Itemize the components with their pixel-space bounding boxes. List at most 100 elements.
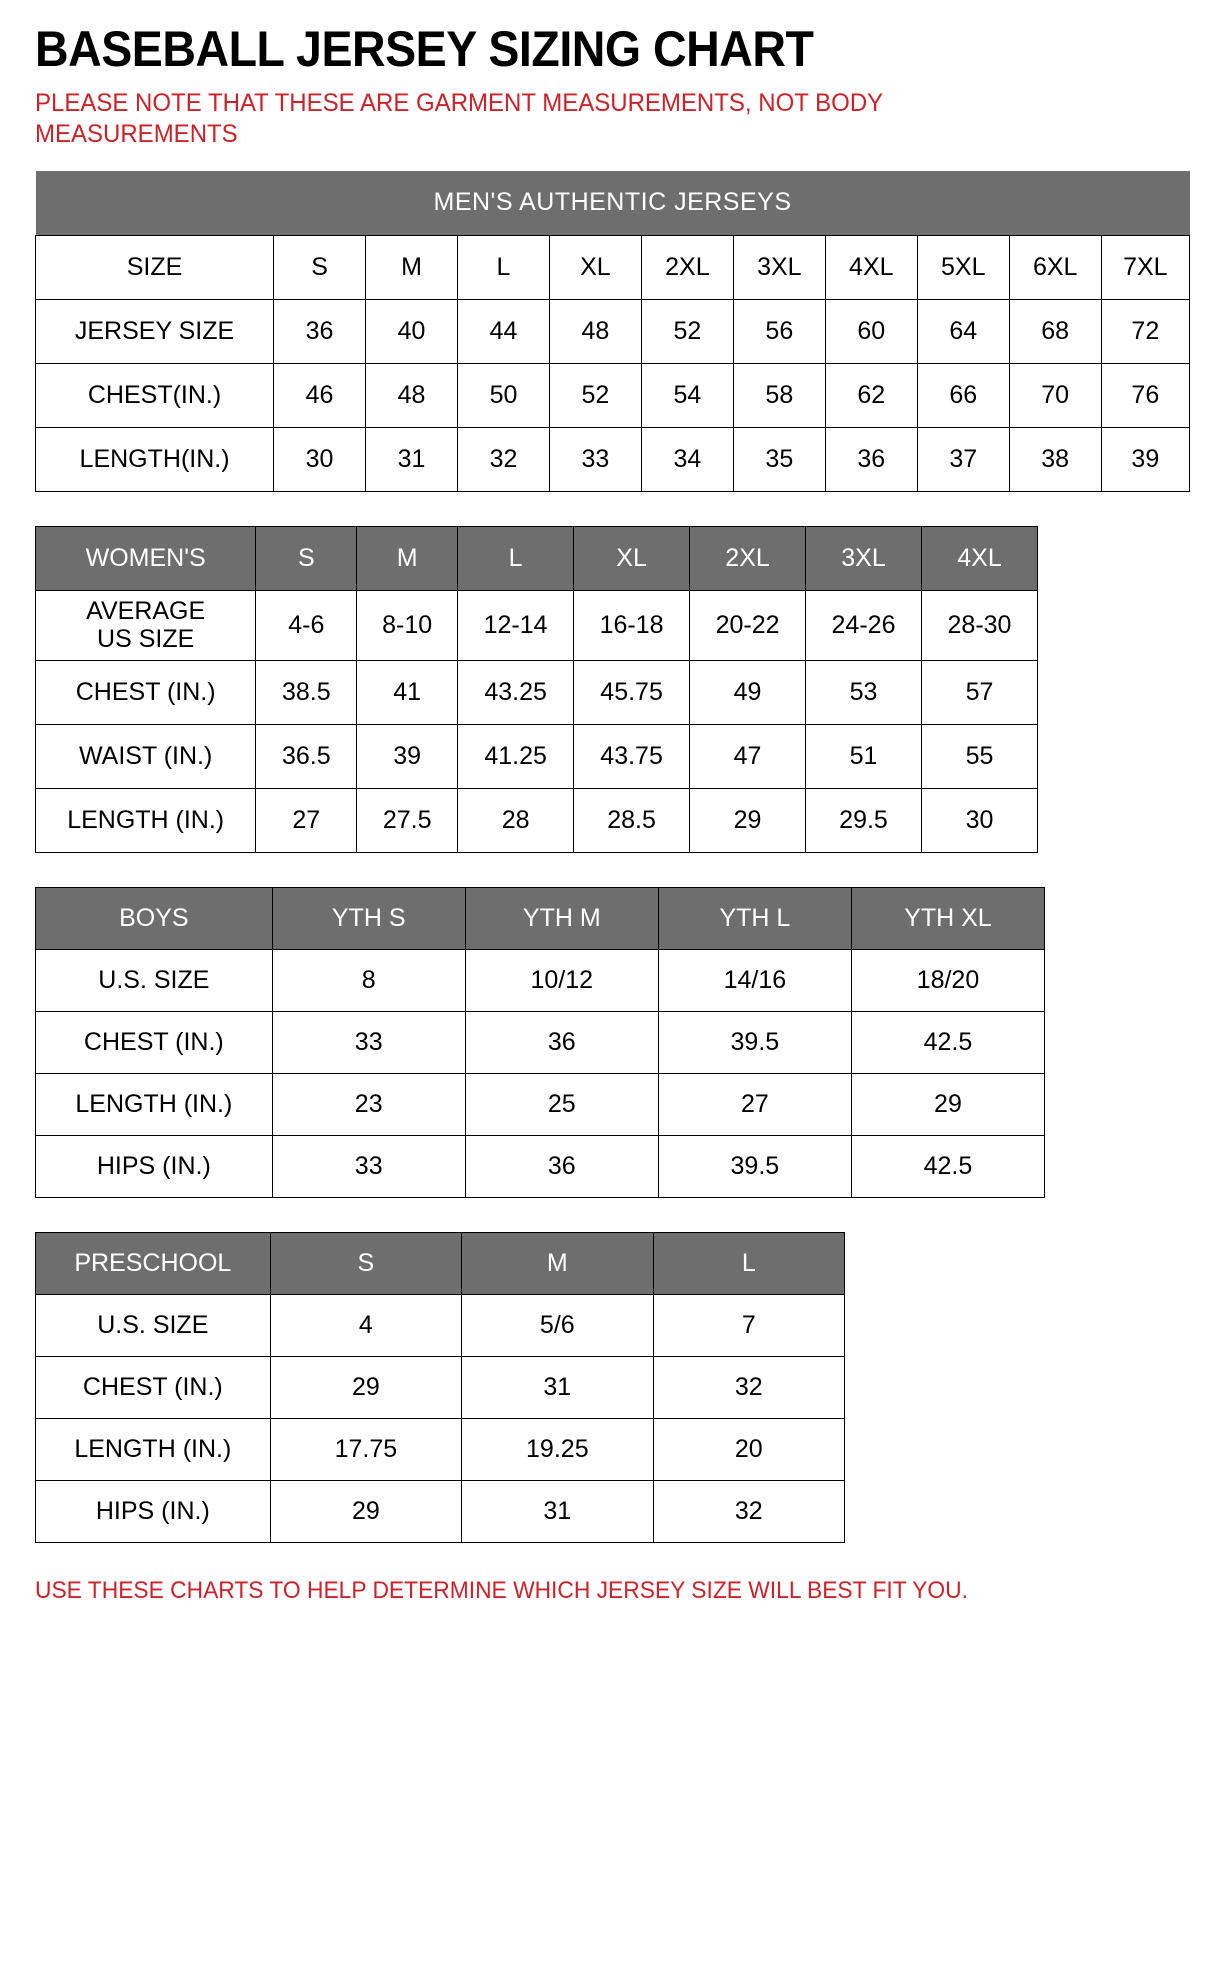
mens-size-xl: XL xyxy=(548,234,642,300)
cell: 32 xyxy=(652,1355,846,1419)
womens-size-s: S xyxy=(255,525,358,591)
cell: 36 xyxy=(824,426,918,492)
cell: 12-14 xyxy=(457,589,575,661)
cell: 39 xyxy=(356,723,459,789)
preschool-section-label: PRESCHOOL xyxy=(35,1231,271,1295)
sizing-chart-page: BASEBALL JERSEY SIZING CHART PLEASE NOTE… xyxy=(34,21,1191,1604)
cell: 14/16 xyxy=(657,948,852,1012)
womens-size-xl: XL xyxy=(573,525,691,591)
cell: 48 xyxy=(548,298,642,364)
boys-sizing-table: BOYS YTH S YTH M YTH L YTH XL U.S. SIZE … xyxy=(35,886,1046,1198)
cell: 36.5 xyxy=(255,723,358,789)
mens-band-title: MEN'S AUTHENTIC JERSEYS xyxy=(35,171,1190,235)
preschool-size-s: S xyxy=(269,1231,463,1295)
cell: 34 xyxy=(640,426,734,492)
cell: 8-10 xyxy=(356,589,459,661)
row-label: HIPS (IN.) xyxy=(35,1134,273,1198)
boys-header-row: BOYS YTH S YTH M YTH L YTH XL xyxy=(35,886,1046,950)
cell: 29 xyxy=(689,787,807,853)
cell: 27 xyxy=(657,1072,852,1136)
cell: 56 xyxy=(732,298,826,364)
cell: 18/20 xyxy=(850,948,1046,1012)
row-label: U.S. SIZE xyxy=(35,1293,271,1357)
cell: 5/6 xyxy=(461,1293,654,1357)
mens-size-2xl: 2XL xyxy=(640,234,734,300)
cell: 32 xyxy=(457,426,550,492)
womens-header-row: WOMEN'S S M L XL 2XL 3XL 4XL xyxy=(34,525,1038,591)
boys-size-yth-xl: YTH XL xyxy=(850,886,1046,950)
cell: 17.75 xyxy=(269,1417,463,1481)
cell: 45.75 xyxy=(573,659,691,725)
cell: 31 xyxy=(461,1479,654,1543)
cell: 30 xyxy=(273,426,367,492)
mens-size-label: SIZE xyxy=(34,234,275,300)
cell: 43.25 xyxy=(457,659,575,725)
footer-note: USE THESE CHARTS TO HELP DETERMINE WHICH… xyxy=(35,1576,968,1604)
cell: 64 xyxy=(916,298,1010,364)
cell: 57 xyxy=(921,659,1038,725)
cell: 35 xyxy=(732,426,826,492)
cell: 39 xyxy=(1100,426,1191,492)
cell: 20 xyxy=(652,1417,846,1481)
table-row: LENGTH (IN.) 17.75 19.25 20 xyxy=(35,1417,846,1481)
page-title: BASEBALL JERSEY SIZING CHART xyxy=(35,21,814,77)
cell: 42.5 xyxy=(850,1134,1046,1198)
boys-size-yth-m: YTH M xyxy=(464,886,659,950)
cell: 4 xyxy=(269,1293,463,1357)
cell: 29 xyxy=(850,1072,1046,1136)
cell: 52 xyxy=(640,298,734,364)
cell: 40 xyxy=(365,298,458,364)
cell: 37 xyxy=(916,426,1010,492)
preschool-sizing-table: PRESCHOOL S M L U.S. SIZE 4 5/6 7 CHEST … xyxy=(35,1231,846,1543)
row-label: U.S. SIZE xyxy=(35,948,273,1012)
cell: 28 xyxy=(457,787,575,853)
boys-size-yth-l: YTH L xyxy=(657,886,852,950)
mens-size-6xl: 6XL xyxy=(1008,234,1102,300)
cell: 20-22 xyxy=(689,589,807,661)
cell: 28.5 xyxy=(573,787,691,853)
row-label: LENGTH (IN.) xyxy=(34,787,257,853)
cell: 41.25 xyxy=(457,723,575,789)
cell: 42.5 xyxy=(850,1010,1046,1074)
mens-size-5xl: 5XL xyxy=(916,234,1010,300)
cell: 31 xyxy=(461,1355,654,1419)
cell: 8 xyxy=(271,948,466,1012)
cell: 32 xyxy=(652,1479,846,1543)
table-row: CHEST (IN.) 38.5 41 43.25 45.75 49 53 57 xyxy=(34,659,1038,725)
mens-size-l: L xyxy=(457,234,550,300)
boys-size-yth-s: YTH S xyxy=(271,886,466,950)
cell: 54 xyxy=(640,362,734,428)
table-row: LENGTH (IN.) 23 25 27 29 xyxy=(35,1072,1046,1136)
cell: 50 xyxy=(457,362,550,428)
cell: 23 xyxy=(271,1072,466,1136)
cell: 76 xyxy=(1100,362,1191,428)
table-row: LENGTH(IN.) 30 31 32 33 34 35 36 37 38 3… xyxy=(34,426,1191,492)
row-label: LENGTH (IN.) xyxy=(35,1417,271,1481)
womens-size-2xl: 2XL xyxy=(689,525,807,591)
mens-size-header-row: SIZE S M L XL 2XL 3XL 4XL 5XL 6XL 7XL xyxy=(34,234,1191,300)
cell: 66 xyxy=(916,362,1010,428)
table-row: JERSEY SIZE 36 40 44 48 52 56 60 64 68 7… xyxy=(34,298,1191,364)
cell: 24-26 xyxy=(805,589,922,661)
cell: 29 xyxy=(269,1479,463,1543)
womens-size-l: L xyxy=(457,525,575,591)
cell: 72 xyxy=(1100,298,1191,364)
table-row: HIPS (IN.) 29 31 32 xyxy=(35,1479,846,1543)
cell: 58 xyxy=(732,362,826,428)
womens-size-4xl: 4XL xyxy=(921,525,1038,591)
cell: 28-30 xyxy=(921,589,1038,661)
mens-size-4xl: 4XL xyxy=(824,234,918,300)
cell: 47 xyxy=(689,723,807,789)
cell: 16-18 xyxy=(573,589,691,661)
row-label: CHEST(IN.) xyxy=(34,362,275,428)
cell: 52 xyxy=(548,362,642,428)
cell: 38.5 xyxy=(255,659,358,725)
cell: 36 xyxy=(464,1134,659,1198)
cell: 29 xyxy=(269,1355,463,1419)
row-label: LENGTH (IN.) xyxy=(35,1072,273,1136)
row-label: CHEST (IN.) xyxy=(34,659,257,725)
table-row: CHEST (IN.) 33 36 39.5 42.5 xyxy=(35,1010,1046,1074)
table-row: WAIST (IN.) 36.5 39 41.25 43.75 47 51 55 xyxy=(34,723,1038,789)
womens-size-3xl: 3XL xyxy=(805,525,922,591)
cell: 31 xyxy=(365,426,458,492)
